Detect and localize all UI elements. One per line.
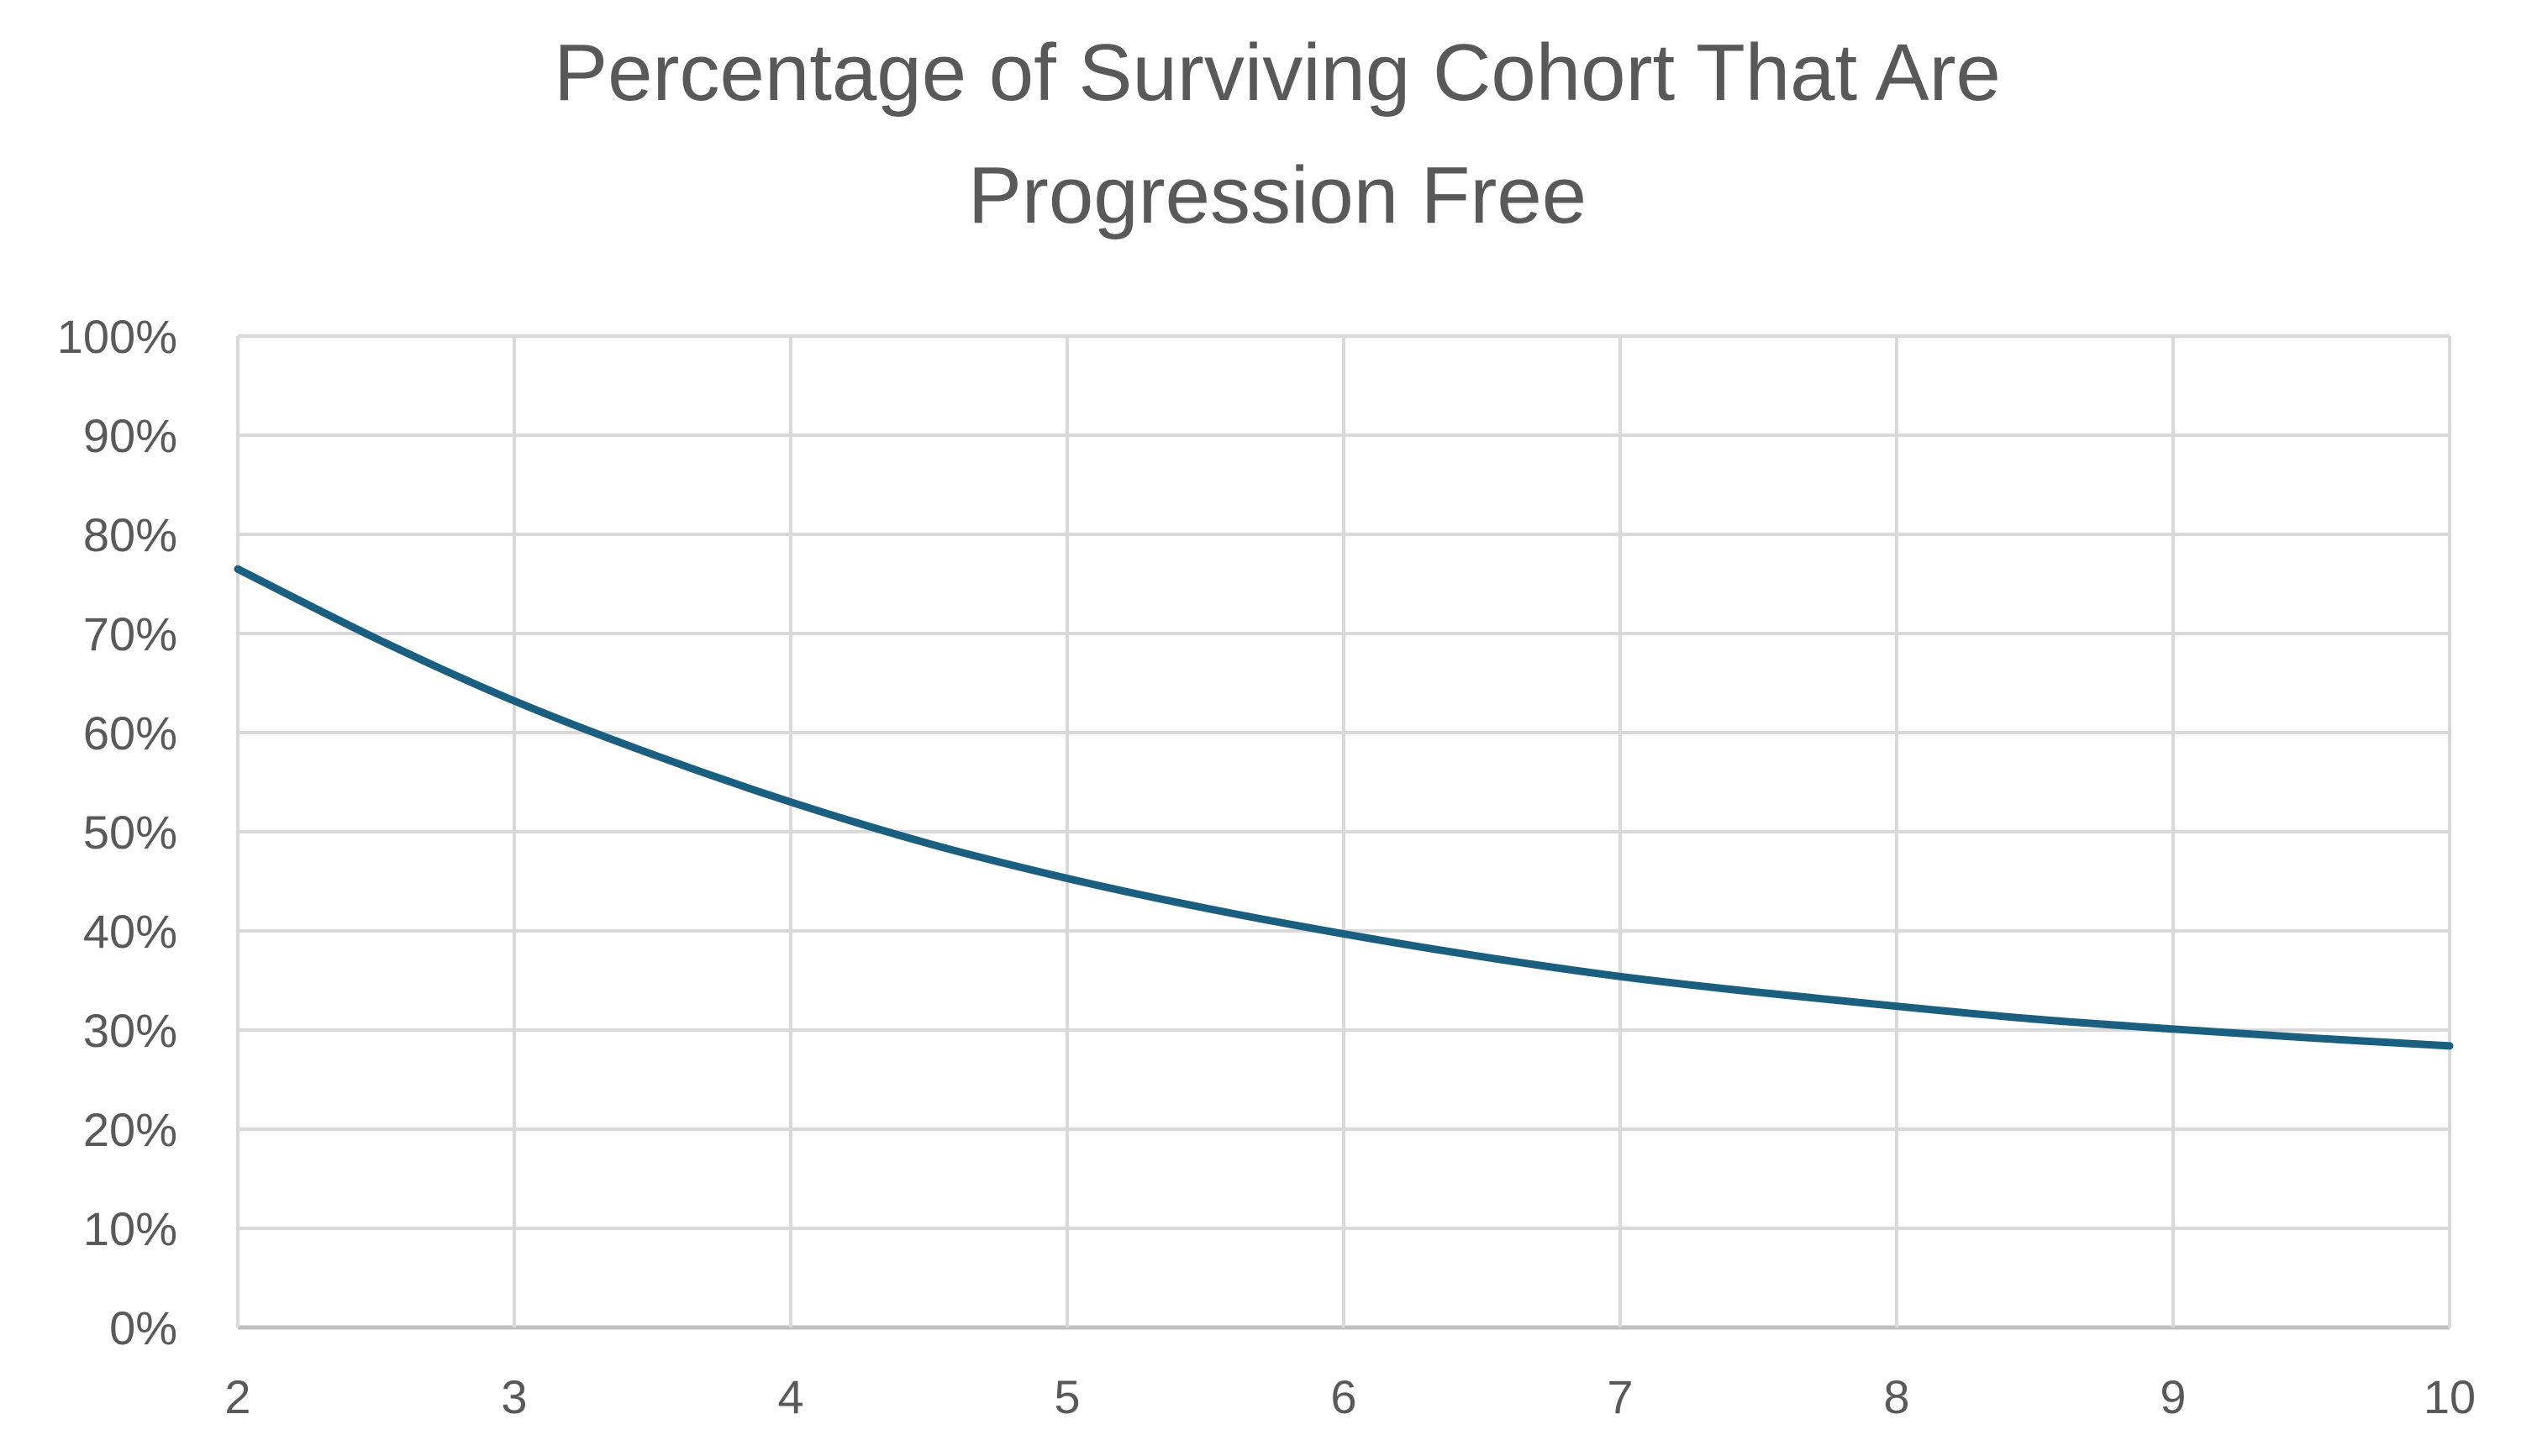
- y-tick-label: 40%: [83, 905, 177, 958]
- y-tick-label: 10%: [83, 1202, 177, 1255]
- y-tick-label: 100%: [57, 310, 177, 363]
- data-point: [1205, 907, 1207, 909]
- data-point: [2172, 1028, 2174, 1030]
- data-point: [652, 754, 654, 755]
- x-axis-tick-labels: 2 3 4 5 6 7 8 9 10: [224, 1370, 2476, 1423]
- series-group: [234, 565, 2454, 1050]
- x-tick-label: 5: [1054, 1370, 1080, 1423]
- data-point: [929, 843, 930, 844]
- x-tick-label: 9: [2160, 1370, 2186, 1423]
- x-tick-label: 4: [777, 1370, 803, 1423]
- data-point: [376, 638, 377, 639]
- data-point: [2034, 1018, 2036, 1020]
- x-tick-label: 7: [1607, 1370, 1633, 1423]
- data-point: [790, 802, 792, 803]
- series-line: [234, 565, 2454, 1050]
- chart-title-line-1: Percentage of Surviving Cohort That Are: [554, 28, 2001, 118]
- x-tick-label: 3: [501, 1370, 527, 1423]
- chart-title: Percentage of Surviving Cohort That Are …: [0, 12, 2521, 257]
- data-point: [513, 700, 515, 702]
- data-point: [1066, 877, 1068, 879]
- y-tick-label: 20%: [83, 1103, 177, 1156]
- y-tick-label: 70%: [83, 607, 177, 660]
- y-tick-label: 90%: [83, 409, 177, 462]
- data-point: [1619, 975, 1621, 977]
- y-axis-tick-labels: 0% 10% 20% 30% 40% 50% 60% 70% 80% 90% 100%: [57, 310, 177, 1354]
- data-point: [2449, 1045, 2450, 1047]
- data-point: [237, 568, 239, 570]
- data-point: [1896, 1006, 1897, 1007]
- chart-title-line-2: Progression Free: [967, 150, 1587, 240]
- x-tick-label: 8: [1883, 1370, 1909, 1423]
- data-point: [1482, 956, 1483, 958]
- grid-lines: [236, 334, 2451, 1330]
- x-tick-label: 6: [1330, 1370, 1356, 1423]
- data-point: [1758, 991, 1760, 993]
- x-tick-label: 2: [224, 1370, 250, 1423]
- y-tick-label: 50%: [83, 806, 177, 859]
- y-tick-label: 30%: [83, 1004, 177, 1057]
- data-point: [2311, 1037, 2313, 1038]
- y-tick-label: 60%: [83, 707, 177, 760]
- y-tick-label: 0%: [109, 1301, 177, 1354]
- y-tick-label: 80%: [83, 508, 177, 561]
- data-point: [1343, 933, 1345, 935]
- x-tick-label: 10: [2424, 1370, 2476, 1423]
